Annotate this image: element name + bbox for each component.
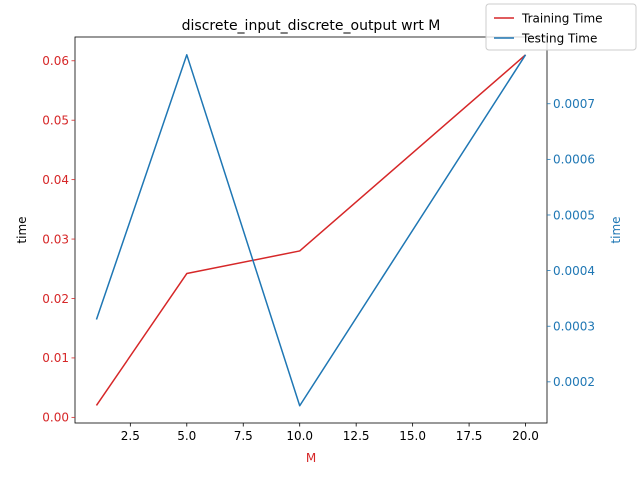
- right-axis-title: time: [609, 216, 623, 243]
- x-tick-label: 5.0: [177, 429, 196, 443]
- x-tick-label: 20.0: [512, 429, 539, 443]
- x-tick-label: 2.5: [121, 429, 140, 443]
- right-y-tick-label: 0.0006: [553, 153, 595, 167]
- x-tick-label: 17.5: [456, 429, 483, 443]
- left-axis-title: time: [15, 216, 29, 243]
- left-y-tick-label: 0.03: [42, 232, 69, 246]
- x-tick-label: 10.0: [286, 429, 313, 443]
- x-axis-title: M: [306, 451, 316, 465]
- x-tick-label: 7.5: [234, 429, 253, 443]
- left-y-tick-label: 0.06: [42, 54, 69, 68]
- left-y-tick-label: 0.05: [42, 114, 69, 128]
- legend: Training Time Testing Time: [485, 3, 637, 51]
- right-y-tick-label: 0.0005: [553, 208, 595, 222]
- x-tick-label: 12.5: [343, 429, 370, 443]
- chart-title: discrete_input_discrete_output wrt M: [182, 18, 441, 34]
- left-y-tick-label: 0.02: [42, 292, 69, 306]
- legend-label-1: Testing Time: [521, 31, 597, 45]
- left-y-tick-label: 0.00: [42, 411, 69, 425]
- legend-box: [485, 3, 637, 51]
- x-tick-label: 15.0: [399, 429, 426, 443]
- right-y-tick-label: 0.0007: [553, 97, 595, 111]
- left-y-tick-label: 0.04: [42, 173, 69, 187]
- series-line-0: [95, 54, 527, 406]
- right-y-tick-label: 0.0002: [553, 375, 595, 389]
- series-line-1: [95, 54, 527, 407]
- plot-area: 2.5 5.0 7.5 10.0 12.5 15.0 17.5 20.0 0.00 0.01 0.0…: [42, 36, 595, 443]
- legend-label-0: Training Time: [521, 11, 603, 25]
- right-y-tick-label: 0.0004: [553, 264, 595, 278]
- plot-frame: [74, 36, 548, 424]
- right-y-tick-label: 0.0003: [553, 320, 595, 334]
- left-y-tick-label: 0.01: [42, 351, 69, 365]
